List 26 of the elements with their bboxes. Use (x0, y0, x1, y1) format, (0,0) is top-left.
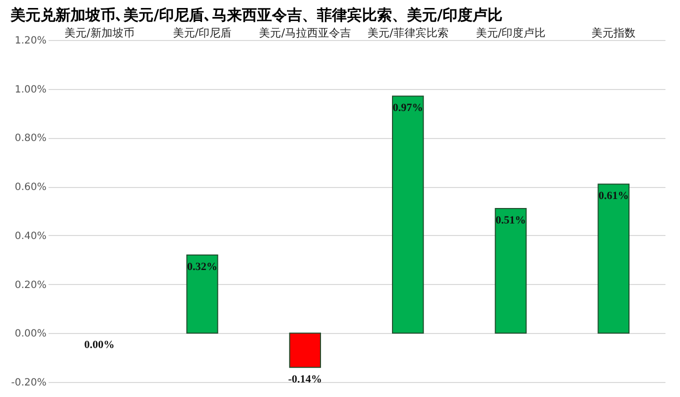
data-label: 0.00% (84, 339, 115, 352)
bar (392, 96, 424, 334)
chart-title: 美元兑新加坡币､美元/印尼盾､马来西亚令吉、菲律宾比索、美元/印度卢比 (10, 6, 503, 24)
x-tick-label: 美元/马拉西亚令吉 (259, 26, 351, 40)
data-label: 0.51% (496, 214, 526, 227)
x-tick-label: 美元/印尼盾 (172, 26, 232, 40)
data-label: -0.14% (288, 373, 322, 386)
y-tick-label: 0.60% (14, 182, 46, 194)
y-tick-label: 1.20% (14, 36, 46, 46)
y-tick-label: 0.00% (14, 328, 46, 340)
x-tick-label: 美元/印度卢比 (476, 26, 546, 40)
bar (494, 208, 527, 334)
y-tick-label: 1.00% (14, 84, 46, 96)
data-label: 0.97% (392, 102, 424, 114)
x-tick-label: 美元指数 (592, 26, 636, 40)
bar (289, 332, 322, 368)
y-tick-label: 0.40% (14, 230, 46, 242)
y-tick-label: 0.80% (14, 133, 46, 144)
bar (598, 184, 630, 334)
y-tick-label: -0.20% (11, 378, 46, 388)
x-tick-label: 美元/菲律宾比索 (368, 26, 448, 40)
data-label: 0.61% (598, 190, 629, 202)
y-tick-label: 0.20% (14, 280, 46, 291)
data-label: 0.32% (187, 260, 218, 273)
x-tick-label: 美元/新加坡币 (64, 26, 134, 40)
bar (186, 254, 218, 334)
